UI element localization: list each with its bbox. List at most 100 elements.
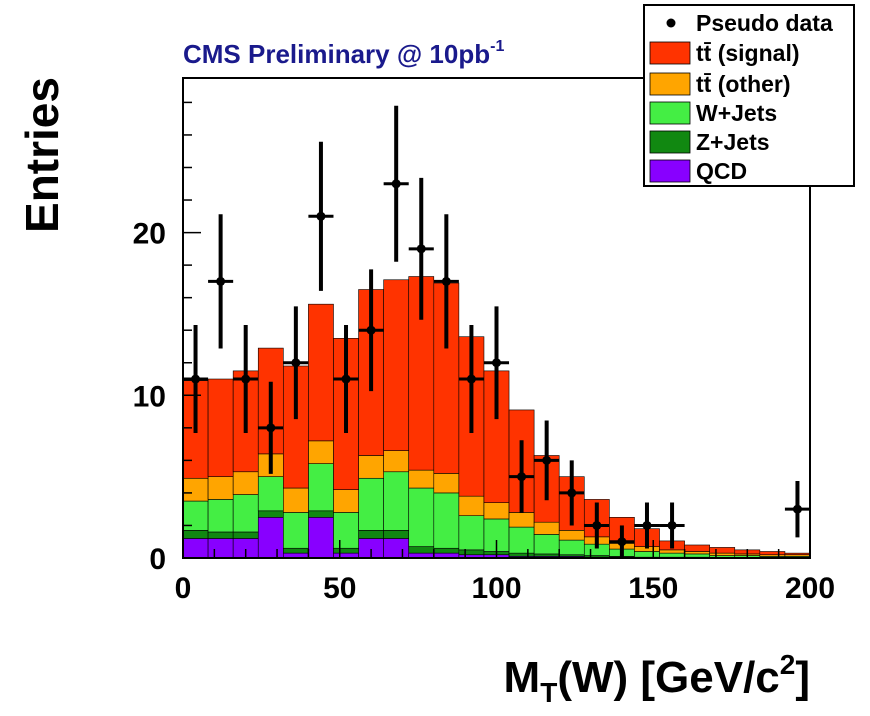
chart-title-main: CMS Preliminary @ 10pb [183, 39, 490, 69]
bar-tt-other-13 [508, 512, 535, 528]
bar-tt-other-4 [283, 487, 309, 513]
legend-swatch-2 [649, 72, 691, 96]
y-axis-label: Entries [16, 77, 68, 233]
data-point-13 [509, 440, 535, 514]
legend-item-w-jets-3: W+Jets [649, 100, 777, 126]
x-label-mid: (W) [GeV/c [557, 653, 779, 702]
data-point-6 [333, 325, 359, 433]
chart-title-sup: -1 [490, 38, 504, 55]
data-point-4 [283, 306, 309, 420]
bar-z-jets-14 [533, 553, 560, 557]
bar-qcd-5 [308, 517, 334, 559]
bar-tt-other-8 [383, 450, 410, 473]
bar-z-jets-2 [232, 531, 259, 539]
bar-qcd-0 [182, 538, 209, 559]
bar-tt-other-7 [358, 455, 384, 479]
bar-tt-other-0 [182, 477, 209, 502]
data-point-20 [784, 481, 810, 538]
data-point-19 [659, 502, 685, 549]
data-point-16 [584, 502, 610, 549]
x-tick-label-0: 0 [175, 572, 192, 605]
bar-tt-other-14 [533, 521, 560, 535]
bar-w-jets-10 [433, 492, 460, 549]
bar-z-jets-8 [383, 530, 410, 539]
bar-z-jets-7 [358, 530, 384, 539]
x-tick-label-100: 100 [471, 572, 521, 605]
axis-ticks [182, 101, 811, 559]
bar-z-jets-5 [308, 510, 334, 518]
legend-item-tt-other-2: tt̄ (other) [649, 71, 791, 97]
bar-tt-other-6 [333, 489, 359, 513]
x-label-sup: 2 [780, 649, 796, 680]
bar-w-jets-15 [558, 539, 585, 556]
bar-tt-signal-1 [207, 378, 234, 477]
bar-z-jets-1 [207, 531, 234, 539]
bar-z-jets-3 [257, 510, 284, 518]
x-tick-label-200: 200 [785, 572, 835, 605]
y-tick-label-0: 0 [149, 543, 166, 576]
bar-tt-other-2 [232, 471, 259, 495]
y-tick-label-20: 20 [133, 218, 166, 251]
bar-tt-other-12 [483, 502, 510, 520]
bar-qcd-3 [257, 517, 284, 559]
bar-w-jets-13 [508, 526, 535, 554]
bar-tt-signal-21 [709, 547, 736, 554]
data-point-1 [208, 214, 234, 349]
bar-tt-other-5 [308, 440, 334, 464]
legend-label-4: Z+Jets [696, 129, 770, 155]
data-point-14 [534, 420, 560, 501]
legend-box [643, 4, 855, 187]
data-point-0 [183, 325, 209, 433]
data-point-11 [458, 325, 484, 433]
data-point-12 [483, 306, 510, 420]
x-tick-label-50: 50 [323, 572, 356, 605]
data-point-18 [634, 502, 660, 549]
data-point-3 [258, 381, 284, 474]
legend-item-qcd-5: QCD [649, 158, 747, 184]
bar-tt-signal-23 [759, 551, 786, 556]
bar-z-jets-4 [283, 547, 309, 554]
legend: Pseudo data tt̄ (signal) tt̄ (other) W+Jets… [643, 4, 855, 187]
legend-swatch-1 [649, 41, 691, 65]
bar-w-jets-4 [283, 512, 309, 549]
legend-label-0: Pseudo data [696, 10, 833, 36]
bar-tt-signal-8 [383, 279, 410, 451]
bar-z-jets-10 [433, 547, 460, 554]
bar-w-jets-5 [308, 463, 334, 512]
bar-tt-other-10 [433, 473, 460, 494]
legend-swatch-4 [649, 130, 691, 154]
bar-tt-other-1 [207, 476, 234, 500]
bar-z-jets-13 [508, 552, 535, 557]
chart-title: CMS Preliminary @ 10pb-1 [183, 38, 504, 69]
bar-w-jets-2 [232, 494, 259, 533]
x-tick-label-150: 150 [628, 572, 678, 605]
bar-w-jets-6 [333, 512, 359, 549]
bar-w-jets-14 [533, 534, 560, 555]
bar-z-jets-6 [333, 547, 359, 554]
data-point-2 [233, 325, 259, 433]
bar-tt-other-19 [659, 549, 685, 554]
bar-w-jets-3 [257, 476, 284, 512]
data-point-5 [308, 141, 334, 291]
bar-w-jets-18 [634, 551, 660, 558]
bar-z-jets-0 [182, 530, 209, 539]
bar-z-jets-11 [458, 549, 485, 556]
bar-tt-other-21 [709, 552, 736, 556]
bar-w-jets-9 [408, 487, 435, 547]
legend-label-1: tt̄ (signal) [696, 40, 800, 66]
axis-tick-labels: 0 50 100 150 200 0 10 20 [133, 218, 835, 605]
legend-swatch-5 [649, 159, 691, 183]
bar-w-jets-11 [458, 515, 485, 551]
legend-label-3: W+Jets [696, 100, 777, 126]
data-point-7 [358, 269, 384, 392]
x-axis-label: MT(W) [GeV/c2] [504, 649, 810, 708]
bar-w-jets-20 [684, 553, 710, 558]
bar-tt-other-20 [684, 551, 710, 555]
data-point-9 [408, 177, 434, 320]
y-tick-label-10: 10 [133, 380, 166, 413]
bar-tt-signal-20 [684, 544, 710, 552]
legend-label-2: tt̄ (other) [696, 71, 791, 97]
bar-w-jets-7 [358, 477, 384, 531]
x-label-sub: T [540, 677, 557, 708]
